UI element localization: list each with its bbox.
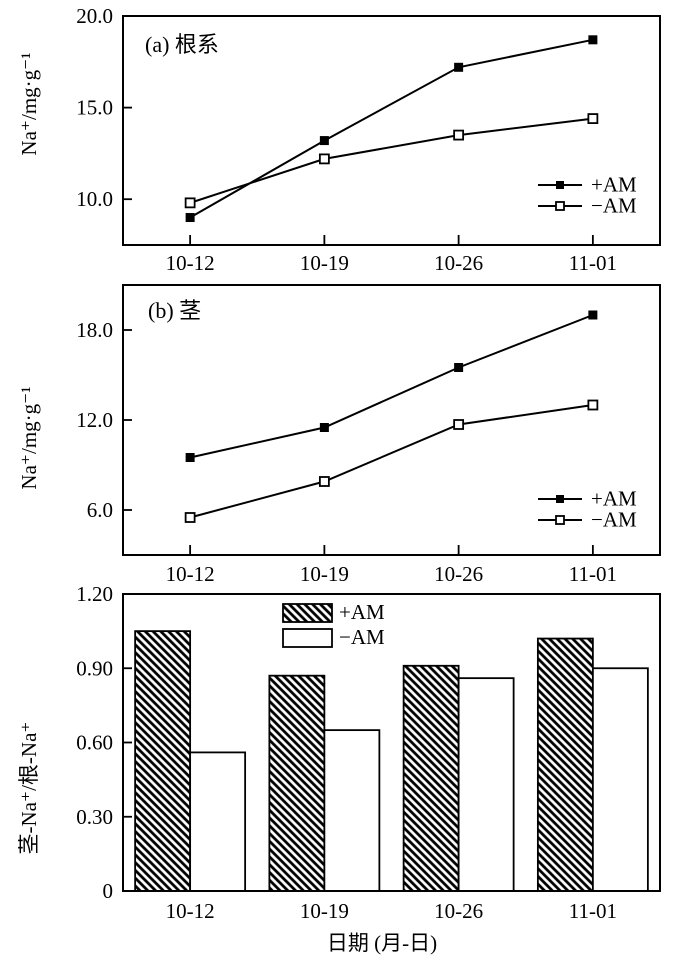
bar-+AM [402,664,460,892]
filled-square-marker [588,310,598,320]
y-tick-label: 0 [103,879,114,903]
x-tick-label: 10-12 [166,251,215,275]
x-tick-label: 10-26 [434,251,483,275]
series-line-+AM [189,38,594,219]
legend-label: −AM [591,194,637,218]
open-square-marker [184,197,196,209]
filled-square-marker [454,62,464,72]
legend-label: +AM [339,600,385,624]
y-tick-label: 10.0 [76,187,113,211]
bar-+AM [268,674,326,892]
open-square-marker [587,113,599,124]
y-tick-label: 0.60 [76,731,113,755]
y-tick-label: 15.0 [76,96,113,120]
y-tick-label: 0.30 [76,805,113,829]
legend-swatch [282,603,333,623]
open-square-marker [453,129,465,141]
x-tick-label: 10-26 [434,562,483,586]
x-tick-label: 10-12 [166,899,215,923]
y-axis-label: Na⁺/mg·g⁻¹ [17,52,41,155]
y-tick-label: 6.0 [87,498,113,522]
legend-filled-square-marker [556,495,564,503]
plot-frame [122,15,661,246]
filled-square-marker [319,136,329,146]
y-axis-label: Na⁺/mg·g⁻¹ [17,386,41,489]
plot-frame [122,593,661,892]
legend-open-square-marker [555,201,565,211]
filled-square-marker [185,453,195,462]
bar-−AM [591,667,649,892]
bar-+AM [536,637,594,892]
bar-−AM [189,751,247,892]
series-line-−AM [189,404,594,519]
y-tick-label: 1.20 [76,582,113,606]
x-tick-label: 10-12 [166,562,215,586]
y-tick-label: 20.0 [76,4,113,28]
open-square-marker [184,512,196,523]
x-tick-label: 10-19 [300,899,349,923]
filled-square-marker [454,363,464,372]
chart-panel-c: 0 0.30 0.60 0.90 1.20 10-12 10-19 10-26 11-01 茎-N… [17,582,661,955]
series-line-−AM [189,117,593,204]
legend-label: −AM [339,625,385,649]
x-tick-label: 11-01 [569,899,617,923]
x-tick-label: 11-01 [569,251,617,275]
legend-open-square-marker [555,515,565,525]
bar-−AM [323,729,381,892]
chart-panel-b: 6.0 12.0 18.0 10-12 10-19 10-26 11-01 (b) 茎 Na⁺/… [17,284,661,586]
x-tick-label: 10-26 [434,899,483,923]
bar-−AM [457,677,515,892]
x-tick-label: 11-01 [569,562,617,586]
filled-square-marker [185,213,195,223]
open-square-marker [318,153,330,165]
series-line-+AM [189,314,594,459]
y-tick-label: 0.90 [76,656,113,680]
legend-label: +AM [591,173,637,197]
chart-panel-a: 10.0 15.0 20.0 10-12 10-19 10-26 11-01 (a) 根系 Na… [17,4,661,275]
bar-+AM [134,630,192,892]
legend-filled-square-marker [556,181,564,189]
legend: +AM−AM [282,600,385,649]
legend-label: −AM [591,508,637,532]
y-axis-label: 茎-Na⁺/根-Na⁺ [17,722,41,855]
x-tick-label: 10-19 [300,562,349,586]
filled-square-marker [588,35,598,45]
panel-label: (a) 根系 [145,32,219,57]
legend: +AM−AM [538,173,637,218]
legend-swatch [282,628,333,648]
filled-square-marker [319,423,329,432]
x-axis-label: 日期 (月-日) [327,931,437,955]
legend: +AM−AM [538,487,637,532]
open-square-marker [587,399,599,411]
x-tick-label: 10-19 [300,251,349,275]
legend-label: +AM [591,487,637,511]
y-tick-label: 18.0 [76,318,113,342]
y-tick-label: 12.0 [76,408,113,432]
plot-frame [122,284,661,556]
panel-label: (b) 茎 [148,298,201,323]
open-square-marker [453,419,465,430]
open-square-marker [318,476,330,487]
